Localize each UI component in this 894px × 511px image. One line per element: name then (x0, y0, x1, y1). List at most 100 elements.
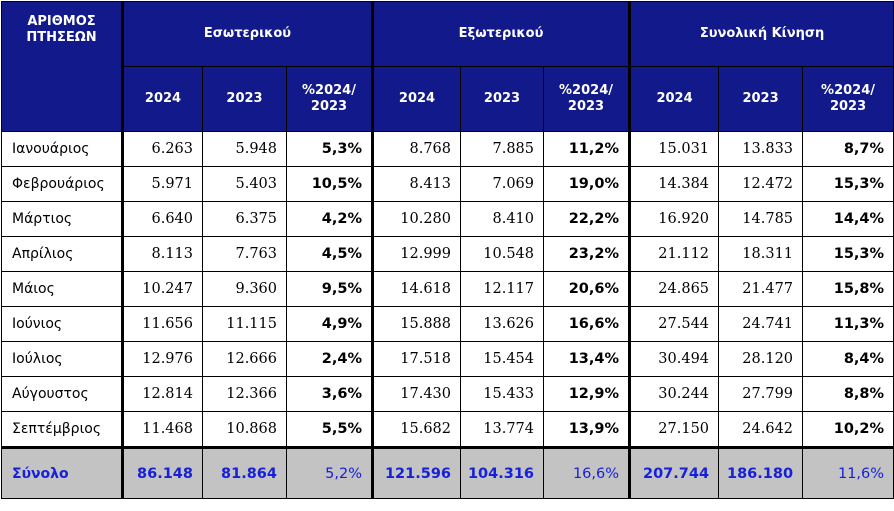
row-label: Απρίλιος (1, 236, 124, 272)
value-cell: 27.544 (629, 306, 720, 342)
group-header-total: Συνολική Κίνηση (629, 1, 894, 67)
row-label: Ιανουάριος (1, 131, 124, 167)
table-row: Απρίλιος 8.113 7.763 4,5% 12.999 10.548 23,2% 2… (1, 236, 894, 272)
row-label: Αύγουστος (1, 376, 124, 412)
col-header-pct: %2024/ 2023 (543, 66, 632, 132)
value-cell: 10.548 (460, 236, 545, 272)
row-label: Σεπτέμβριος (1, 411, 124, 448)
total-row: Σύνολο 86.148 81.864 5,2% 121.596 104.316 16,6… (1, 446, 894, 499)
value-cell: 207.744 (629, 446, 720, 499)
pct-change-cell: 5,3% (285, 131, 375, 167)
value-cell: 30.244 (629, 376, 720, 412)
value-cell: 28.120 (718, 341, 804, 377)
pct-change-cell: 4,5% (285, 236, 375, 272)
value-cell: 15.454 (460, 341, 545, 377)
pct-change-cell: 2,4% (285, 341, 375, 377)
value-cell: 81.864 (202, 446, 287, 499)
pct-change-cell: 16,6% (543, 306, 632, 342)
value-cell: 121.596 (372, 446, 462, 499)
value-cell: 5.403 (202, 166, 287, 202)
col-header-2024: 2024 (629, 66, 720, 132)
col-header-2023: 2023 (718, 66, 804, 132)
col-header-2024: 2024 (122, 66, 203, 132)
value-cell: 14.384 (629, 166, 720, 202)
pct-change-cell: 15,8% (802, 271, 894, 307)
value-cell: 11.656 (122, 306, 203, 342)
value-cell: 27.799 (718, 376, 804, 412)
value-cell: 12.999 (372, 236, 462, 272)
value-cell: 18.311 (718, 236, 804, 272)
col-header-2023: 2023 (202, 66, 287, 132)
pct-change-cell: 11,3% (802, 306, 894, 342)
value-cell: 15.682 (372, 411, 462, 448)
col-header-pct: %2024/ 2023 (285, 66, 375, 132)
value-cell: 12.366 (202, 376, 287, 412)
value-cell: 14.618 (372, 271, 462, 307)
pct-change-cell: 8,7% (802, 131, 894, 167)
table-body: Ιανουάριος 6.263 5.948 5,3% 8.768 7.885 11,2% 1… (1, 131, 894, 499)
pct-change-cell: 14,4% (802, 201, 894, 237)
pct-change-cell: 8,4% (802, 341, 894, 377)
row-label: Σύνολο (1, 446, 124, 499)
value-cell: 5.971 (122, 166, 203, 202)
pct-change-cell: 16,6% (543, 446, 632, 499)
pct-change-cell: 3,6% (285, 376, 375, 412)
table-row: Ιούνιος 11.656 11.115 4,9% 15.888 13.626 16,6%… (1, 306, 894, 342)
pct-change-cell: 13,9% (543, 411, 632, 448)
value-cell: 7.069 (460, 166, 545, 202)
row-label: Ιούνιος (1, 306, 124, 342)
pct-change-cell: 19,0% (543, 166, 632, 202)
value-cell: 17.430 (372, 376, 462, 412)
value-cell: 13.833 (718, 131, 804, 167)
value-cell: 11.468 (122, 411, 203, 448)
row-label: Μάρτιος (1, 201, 124, 237)
header-row-years: 2024 2023 %2024/ 2023 2024 2023 %2024/ 2… (2, 66, 894, 132)
table-row: Σεπτέμβριος 11.468 10.868 5,5% 15.682 13.774 1… (1, 411, 894, 448)
table-row: Ιούλιος 12.976 12.666 2,4% 17.518 15.454 13,4%… (1, 341, 894, 377)
pct-change-cell: 10,2% (802, 411, 894, 448)
pct-change-cell: 4,2% (285, 201, 375, 237)
col-header-2023: 2023 (460, 66, 545, 132)
pct-change-cell: 11,2% (543, 131, 632, 167)
pct-change-cell: 5,5% (285, 411, 375, 448)
table-row: Μάιος 10.247 9.360 9,5% 14.618 12.117 20,6% 24.… (1, 271, 894, 307)
pct-change-cell: 9,5% (285, 271, 375, 307)
value-cell: 12.814 (122, 376, 203, 412)
value-cell: 24.642 (718, 411, 804, 448)
value-cell: 10.868 (202, 411, 287, 448)
value-cell: 104.316 (460, 446, 545, 499)
row-label: Μάιος (1, 271, 124, 307)
value-cell: 186.180 (718, 446, 804, 499)
flights-table: ΑΡΙΘΜΟΣ ΠΤΗΣΕΩΝ Εσωτερικού Εξωτερικού Συ… (1, 1, 894, 499)
value-cell: 11.115 (202, 306, 287, 342)
value-cell: 9.360 (202, 271, 287, 307)
value-cell: 14.785 (718, 201, 804, 237)
pct-change-cell: 23,2% (543, 236, 632, 272)
table-row: Ιανουάριος 6.263 5.948 5,3% 8.768 7.885 11,2% 1… (1, 131, 894, 167)
col-header-2024: 2024 (372, 66, 462, 132)
pct-change-cell: 13,4% (543, 341, 632, 377)
value-cell: 16.920 (629, 201, 720, 237)
row-label: Φεβρουάριος (1, 166, 124, 202)
value-cell: 15.031 (629, 131, 720, 167)
value-cell: 15.888 (372, 306, 462, 342)
value-cell: 6.640 (122, 201, 203, 237)
pct-change-cell: 15,3% (802, 166, 894, 202)
pct-change-cell: 8,8% (802, 376, 894, 412)
value-cell: 24.741 (718, 306, 804, 342)
value-cell: 7.885 (460, 131, 545, 167)
value-cell: 7.763 (202, 236, 287, 272)
value-cell: 8.413 (372, 166, 462, 202)
value-cell: 17.518 (372, 341, 462, 377)
table-row: Φεβρουάριος 5.971 5.403 10,5% 8.413 7.069 19,0… (1, 166, 894, 202)
value-cell: 12.666 (202, 341, 287, 377)
group-header-international: Εξωτερικού (372, 1, 632, 67)
value-cell: 10.280 (372, 201, 462, 237)
table-row: Αύγουστος 12.814 12.366 3,6% 17.430 15.433 12,… (1, 376, 894, 412)
pct-change-cell: 11,6% (802, 446, 894, 499)
value-cell: 12.472 (718, 166, 804, 202)
value-cell: 21.112 (629, 236, 720, 272)
first-col-header: ΑΡΙΘΜΟΣ ΠΤΗΣΕΩΝ (1, 1, 124, 132)
pct-change-cell: 12,9% (543, 376, 632, 412)
pct-change-cell: 10,5% (285, 166, 375, 202)
